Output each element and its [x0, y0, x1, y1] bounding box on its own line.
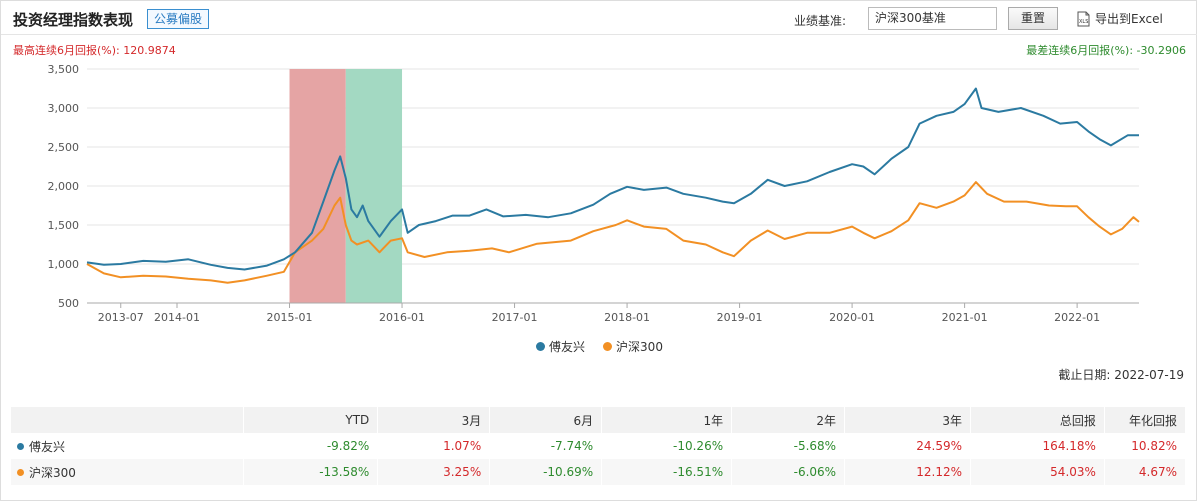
- table-cell: 164.18%: [970, 433, 1105, 459]
- export-label: 导出到Excel: [1095, 12, 1163, 26]
- legend-label-series1: 傅友兴: [549, 340, 586, 354]
- y-tick-label: 1,500: [48, 219, 80, 232]
- fund-type-tag[interactable]: 公募偏股: [147, 9, 210, 29]
- table-cell: 12.12%: [844, 459, 971, 485]
- y-tick-label: 2,000: [48, 180, 80, 193]
- reset-button[interactable]: 重置: [1008, 7, 1058, 30]
- x-tick-label: 2018-01: [604, 311, 650, 324]
- y-tick-label: 500: [58, 297, 79, 310]
- table-header: 年化回报: [1104, 407, 1187, 433]
- chart-series: [86, 87, 1140, 284]
- min-return-band: [345, 69, 403, 303]
- table-cell: -16.51%: [601, 459, 733, 485]
- y-axis: 500 1,000 1,500 2,000 2,500 3,000 3,500: [48, 63, 80, 310]
- header-bar: 投资经理指数表现 公募偏股 业绩基准: 沪深300基准 重置 XLS 导出到Ex…: [1, 1, 1197, 35]
- table-cell: 3.25%: [377, 459, 491, 485]
- x-tick-label: 2013-07: [98, 311, 144, 324]
- benchmark-label: 业绩基准:: [794, 14, 847, 28]
- table-cell: 4.67%: [1104, 459, 1187, 485]
- table-cell: 54.03%: [970, 459, 1105, 485]
- x-tick-label: 2016-01: [379, 311, 425, 324]
- table-row: 傅友兴 -9.82% 1.07% -7.74% -10.26% -5.68% 2…: [11, 433, 1187, 459]
- table-cell: -13.58%: [243, 459, 379, 485]
- x-tick-label: 2014-01: [154, 311, 200, 324]
- series2-dot-icon: [17, 468, 24, 476]
- svg-text:XLS: XLS: [1079, 19, 1088, 25]
- performance-table: YTD 3月 6月 1年 2年 3年 总回报 年化回报 傅友兴 -9.82% 1…: [11, 407, 1187, 485]
- table-cell: -10.69%: [489, 459, 603, 485]
- series1-dot-icon: [17, 442, 24, 450]
- y-tick-label: 2,500: [48, 141, 80, 154]
- cutoff-date: 截止日期: 2022-07-19: [1058, 368, 1184, 382]
- legend-label-series2: 沪深300: [616, 340, 663, 354]
- y-tick-label: 1,000: [48, 258, 80, 271]
- y-tick-label: 3,500: [48, 63, 80, 76]
- chart-legend: 傅友兴 沪深300: [1, 338, 1197, 355]
- row-name-cell: 傅友兴: [11, 433, 245, 459]
- table-cell: 1.07%: [377, 433, 491, 459]
- series-line-2: [86, 181, 1140, 284]
- max-return-band: [289, 69, 346, 303]
- table-header: 总回报: [970, 407, 1105, 433]
- x-tick-label: 2015-01: [267, 311, 313, 324]
- x-tick-label: 2017-01: [492, 311, 538, 324]
- x-tick-label: 2019-01: [717, 311, 763, 324]
- line-chart: 500 1,000 1,500 2,000 2,500 3,000 3,500 2013-0…: [48, 63, 1140, 324]
- x-axis: 2013-07 2014-01 2015-01 2016-01 2017-01 2018-…: [87, 302, 1139, 324]
- table-cell: 24.59%: [844, 433, 971, 459]
- table-header: YTD: [243, 407, 379, 433]
- table-row: 沪深300 -13.58% 3.25% -10.69% -16.51% -6.0…: [11, 459, 1187, 485]
- series1-dot-icon: [536, 342, 546, 351]
- page-title: 投资经理指数表现: [13, 11, 134, 29]
- table-header: 3月: [377, 407, 491, 433]
- x-tick-label: 2022-01: [1054, 311, 1100, 324]
- table-header: 2年: [731, 407, 846, 433]
- min-6m-return: 最差连续6月回报(%): -30.2906: [1026, 44, 1186, 57]
- table-cell: -9.82%: [243, 433, 379, 459]
- legend-item-series2[interactable]: 沪深300: [603, 338, 663, 355]
- row-name: 傅友兴: [29, 439, 66, 454]
- series2-dot-icon: [603, 342, 613, 351]
- series-line-1: [86, 87, 1139, 271]
- legend-item-series1[interactable]: 傅友兴: [536, 338, 585, 355]
- table-cell: -6.06%: [731, 459, 846, 485]
- row-name-cell: 沪深300: [11, 459, 245, 485]
- row-name: 沪深300: [29, 465, 76, 480]
- benchmark-select[interactable]: 沪深300基准: [868, 7, 997, 30]
- table-header: [11, 407, 245, 433]
- excel-icon: XLS: [1077, 11, 1090, 26]
- y-tick-label: 3,000: [48, 102, 80, 115]
- table-cell: -10.26%: [601, 433, 733, 459]
- x-tick-label: 2020-01: [829, 311, 875, 324]
- table-header: 6月: [489, 407, 603, 433]
- chart-highlights: [289, 69, 403, 303]
- table-cell: -7.74%: [489, 433, 603, 459]
- table-header-row: YTD 3月 6月 1年 2年 3年 总回报 年化回报: [11, 407, 1187, 433]
- table-cell: 10.82%: [1104, 433, 1187, 459]
- table-header: 3年: [844, 407, 971, 433]
- table-header: 1年: [601, 407, 733, 433]
- max-6m-return: 最高连续6月回报(%): 120.9874: [13, 44, 176, 57]
- export-excel-link[interactable]: XLS 导出到Excel: [1076, 10, 1163, 27]
- table-cell: -5.68%: [731, 433, 846, 459]
- x-tick-label: 2021-01: [942, 311, 988, 324]
